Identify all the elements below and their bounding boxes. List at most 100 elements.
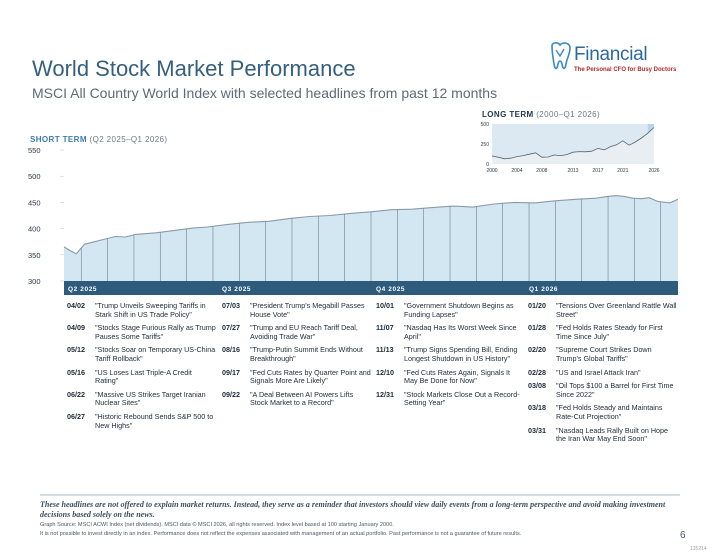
tooth-logo-icon [551,42,571,70]
long-term-title: LONG TERM [482,110,534,119]
headline-date: 02/20 [528,345,546,355]
series-line [63,195,679,255]
company-logo: Financial The Personal CFO for Busy Doct… [548,40,688,80]
y-tick-label: 500 [28,172,41,181]
headlines-q4: 10/01 "Government Shutdown Begins as Fund… [376,301,524,413]
short-term-range: (Q2 2025–Q1 2026) [89,135,168,144]
quarter-label: Q2 2025 [68,286,97,293]
headline-text: "US and Israel Attack Iran" [556,367,641,377]
headline-text: "Historic Rebound Sends S&P 500 to New H… [95,411,214,430]
headline-date: 07/27 [222,323,240,333]
headline-date: 12/31 [376,389,394,399]
headline-date: 12/10 [376,367,394,377]
short-term-label: SHORT TERM (Q2 2025–Q1 2026) [30,135,167,144]
short-term-y-axis: 300 350 400 450 500 550 [28,146,64,286]
headline-item: 02/28 "US and Israel Attack Iran" [528,367,678,378]
headline-date: 04/09 [67,323,85,333]
headline-item: 05/16 "US Loses Last Triple-A Credit Rati… [67,367,217,386]
headline-date: 07/03 [222,301,240,310]
lt-x-tick-label: 2008 [536,168,547,174]
y-tick-label: 450 [28,198,41,207]
headline-date: 06/22 [67,389,85,399]
headline-text: "Supreme Court Strikes Down Trump's Glob… [556,345,652,363]
headline-item: 04/09 "Stocks Stage Furious Rally as Trum… [67,323,217,341]
footer-divider [40,494,680,496]
lt-y-tick-label: 250 [481,142,490,148]
headline-item: 05/12 "Stocks Soar on Temporary US-China … [67,346,217,363]
headline-item: 01/20 "Tensions Over Greenland Rattle Wal… [528,301,678,319]
headline-date: 10/01 [376,301,394,310]
lt-x-tick-label: 2000 [486,168,497,174]
lt-series-line [491,127,655,160]
headline-date: 09/22 [222,389,240,399]
performance-note: It is not possible to invest directly in… [40,531,522,537]
headline-text: "Massive US Strikes Target Iranian Nucle… [95,389,206,408]
quarter-label: Q3 2025 [222,286,251,293]
headline-item: 03/18 "Fed Holds Steady and Maintains Rat… [528,403,678,421]
headline-date: 11/07 [376,323,394,333]
headlines-q3: 07/03 "President Trump's Megabill Passes … [222,301,372,413]
headline-text: "Oil Tops $100 a Barrel for First Time S… [556,381,674,399]
short-term-chart: 300 350 400 450 500 550 Q2 2025 Q3 2025 Q4 2025… [28,146,679,295]
y-tick-label: 550 [28,146,41,155]
headline-item: 11/07 "Nasdaq Has Its Worst Week Since Ap… [376,323,524,341]
headline-date: 01/28 [528,323,546,333]
headline-text: "Fed Cuts Rates by Quarter Point and Sig… [250,367,371,386]
headline-text: "Stocks Soar on Temporary US-China Tarif… [95,345,216,363]
graph-source-note: Graph Source: MSCI ACWI Index (net divid… [40,522,394,528]
headline-date: 04/02 [67,301,85,310]
lt-y-tick-label: 500 [481,122,490,128]
headline-item: 09/22 "A Deal Between AI Powers Lifts Sto… [222,389,372,408]
headline-text: "Stocks Stage Furious Rally as Trump Pau… [95,323,216,341]
headline-item: 12/31 "Stock Markets Close Out a Record-S… [376,389,524,408]
headline-item: 12/10 "Fed Cuts Rates Again, Signals It M… [376,367,524,386]
long-term-range: (2000–Q1 2026) [536,110,601,119]
headline-item: 03/31 "Nasdaq Leads Rally Built on Hope t… [528,425,678,444]
headline-date: 03/31 [528,425,546,435]
short-term-title: SHORT TERM [30,135,87,144]
headline-item: 10/01 "Government Shutdown Begins as Fund… [376,301,524,319]
lt-x-tick-label: 2013 [567,168,578,174]
long-term-y-axis: 0 250 500 [481,122,490,168]
headline-text: "Fed Holds Steady and Maintains Rate-Cut… [556,403,663,421]
headline-text: "Tensions Over Greenland Rattle Wall Str… [556,301,677,319]
lt-x-tick-label: 2021 [617,168,628,174]
short-term-plot [63,195,679,281]
lt-y-tick-label: 0 [486,162,489,168]
headline-date: 01/20 [528,301,546,310]
headline-item: 01/28 "Fed Holds Rates Steady for First T… [528,323,678,341]
headline-text: "Fed Holds Rates Steady for First Time S… [556,323,663,341]
long-term-label: LONG TERM (2000–Q1 2026) [482,110,600,119]
headline-item: 07/03 "President Trump's Megabill Passes … [222,301,372,319]
headline-text: "Trump-Putin Summit Ends Without Breakth… [250,345,363,363]
y-tick-label: 350 [28,251,41,260]
headline-text: "A Deal Between AI Powers Lifts Stock Ma… [250,389,354,408]
y-tick-label: 400 [28,225,41,234]
quarter-label: Q1 2026 [529,286,558,293]
headline-date: 06/27 [67,411,85,421]
logo-tagline: The Personal CFO for Busy Doctors [574,67,677,73]
headline-text: "US Loses Last Triple-A Credit Rating" [95,367,192,386]
headline-item: 04/02 "Trump Unveils Sweeping Tariffs in … [67,301,217,319]
headline-item: 06/27 "Historic Rebound Sends S&P 500 to … [67,411,217,430]
headline-item: 03/08 "Oil Tops $100 a Barrel for First T… [528,381,678,399]
long-term-plot [491,124,655,164]
headline-text: "Nasdaq Has Its Worst Week Since April" [404,323,517,341]
page-number: 6 [680,530,686,541]
headline-date: 08/16 [222,345,240,355]
headline-text: "Trump Signs Spending Bill, Ending Longe… [404,345,518,363]
headline-text: "President Trump's Megabill Passes House… [250,301,365,319]
headline-item: 08/16 "Trump-Putin Summit Ends Without Br… [222,346,372,363]
quarter-band: Q2 2025 Q3 2025 Q4 2025 Q1 2026 [64,281,678,295]
headline-date: 03/18 [528,403,546,413]
quarter-label: Q4 2025 [376,286,405,293]
logo-wordmark: Financial [574,44,648,65]
lt-series-area [492,127,654,164]
lt-x-tick-label: 2004 [511,168,522,174]
headline-item: 07/27 "Trump and EU Reach Tariff Deal, Av… [222,323,372,341]
page-title: World Stock Market Performance [32,56,356,81]
headline-date: 09/17 [222,367,240,377]
headline-date: 11/13 [376,345,394,355]
headline-text: "Fed Cuts Rates Again, Signals It May Be… [404,367,511,386]
headline-date: 02/28 [528,367,546,377]
